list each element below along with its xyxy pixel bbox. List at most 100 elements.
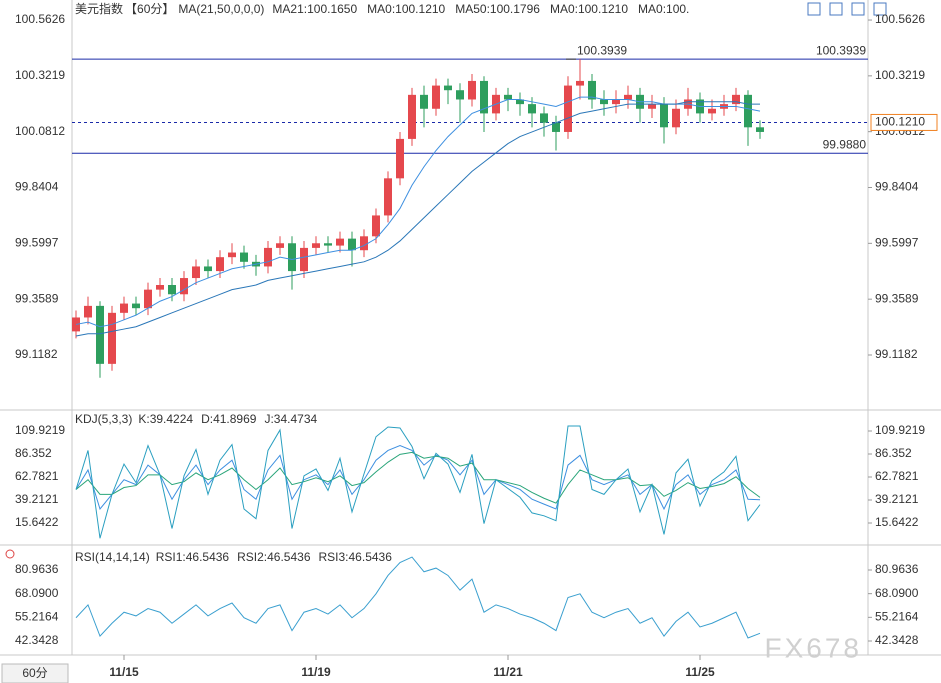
- candle-body: [744, 94, 752, 128]
- candle-body: [708, 108, 716, 114]
- candle-body: [240, 252, 248, 262]
- kdj-line: [75, 445, 761, 511]
- legend-text: RSI(14,14,14): [75, 550, 150, 564]
- candle-body: [504, 94, 512, 100]
- y-tick-label: 62.7821: [875, 469, 919, 483]
- y-tick-label: 100.5626: [875, 12, 925, 26]
- rsi-icon: [5, 549, 15, 559]
- candle-body: [96, 305, 104, 364]
- candle-body: [372, 215, 380, 237]
- candle-body: [180, 278, 188, 295]
- x-tick-label: 11/15: [109, 665, 139, 679]
- candle-body: [444, 85, 452, 91]
- last-price-box: [870, 113, 938, 131]
- watermark: FX678: [765, 632, 863, 663]
- y-tick-label: 99.8404: [15, 180, 59, 194]
- candle-body: [216, 257, 224, 272]
- candle-body: [84, 305, 92, 318]
- candle-body: [192, 266, 200, 279]
- level-label: 100.3939: [816, 43, 866, 57]
- candle-body: [540, 113, 548, 123]
- y-tick-label: 80.9636: [15, 562, 59, 576]
- candle-body: [600, 99, 608, 105]
- y-tick-label: 99.1182: [15, 347, 58, 361]
- y-tick-label: 39.2121: [875, 492, 919, 506]
- y-tick-label: 39.2121: [15, 492, 59, 506]
- candle-body: [132, 303, 140, 309]
- y-tick-label: 99.3589: [875, 291, 919, 305]
- legend-text: J:34.4734: [264, 412, 317, 426]
- period-button[interactable]: [1, 663, 69, 683]
- candle-body: [396, 138, 404, 179]
- candle-body: [348, 238, 356, 251]
- legend-text: MA21:100.1650: [272, 2, 357, 16]
- candle-body: [312, 243, 320, 248]
- icon-button[interactable]: [851, 2, 865, 16]
- candle-body: [648, 104, 656, 109]
- legend-text: RSI3:46.5436: [319, 550, 393, 564]
- y-tick-label: 42.3428: [875, 633, 919, 647]
- candle-body: [288, 243, 296, 272]
- icon-button[interactable]: [807, 2, 821, 16]
- legend-text: MA(21,50,0,0,0): [178, 2, 264, 16]
- candle-body: [228, 252, 236, 258]
- legend-text: D:41.8969: [201, 412, 257, 426]
- candle-body: [624, 94, 632, 100]
- y-tick-label: 100.3219: [15, 68, 65, 82]
- toolbar-icons[interactable]: [807, 2, 887, 16]
- ma-line: [75, 96, 761, 328]
- candle-body: [612, 99, 620, 105]
- icon-button[interactable]: [873, 2, 887, 16]
- candle-body: [144, 289, 152, 309]
- y-tick-label: 86.352: [15, 446, 52, 460]
- y-tick-label: 86.352: [875, 446, 912, 460]
- candle-body: [360, 236, 368, 251]
- candle-body: [468, 80, 476, 100]
- level-label: 99.9880: [823, 137, 867, 151]
- x-tick-label: 11/25: [685, 665, 715, 679]
- legend-text: 美元指数: [75, 1, 123, 16]
- x-tick-label: 11/19: [301, 665, 331, 679]
- candle-body: [408, 94, 416, 139]
- legend-text: RSI1:46.5436: [156, 550, 230, 564]
- y-tick-label: 68.0900: [15, 586, 59, 600]
- y-tick-label: 55.2164: [875, 610, 919, 624]
- candle-body: [456, 90, 464, 100]
- y-tick-label: 99.5997: [875, 236, 919, 250]
- y-tick-label: 109.9219: [15, 423, 65, 437]
- y-tick-label: 100.0812: [15, 124, 65, 138]
- candle-body: [576, 80, 584, 86]
- y-tick-label: 109.9219: [875, 423, 925, 437]
- legend-text: MA0:100.1210: [550, 2, 628, 16]
- candle-body: [324, 243, 332, 246]
- candle-body: [420, 94, 428, 109]
- rsi-line: [75, 556, 761, 639]
- candle-body: [156, 285, 164, 290]
- candle-body: [660, 104, 668, 128]
- candle-body: [564, 85, 572, 132]
- y-tick-label: 99.5997: [15, 236, 59, 250]
- candle-body: [672, 108, 680, 128]
- y-tick-label: 62.7821: [15, 469, 59, 483]
- y-tick-label: 100.3219: [875, 68, 925, 82]
- candle-body: [300, 247, 308, 272]
- y-tick-label: 100.5626: [15, 12, 65, 26]
- y-tick-label: 99.1182: [875, 347, 918, 361]
- legend-text: 【60分】: [125, 2, 174, 16]
- last-price-label: 100.1210: [875, 115, 925, 129]
- candle-body: [108, 312, 116, 364]
- period-button-label[interactable]: 60分: [22, 666, 47, 680]
- y-tick-label: 42.3428: [15, 633, 59, 647]
- icon-button[interactable]: [829, 2, 843, 16]
- y-tick-label: 80.9636: [875, 562, 919, 576]
- kdj-line: [75, 451, 761, 504]
- candle-body: [732, 94, 740, 105]
- legend-text: KDJ(5,3,3): [75, 412, 132, 426]
- candle-body: [384, 178, 392, 216]
- legend-text: RSI2:46.5436: [237, 550, 311, 564]
- high-label: 100.3939: [577, 43, 627, 57]
- candle-body: [552, 122, 560, 132]
- candle-body: [264, 247, 272, 267]
- kdj-line: [75, 425, 761, 539]
